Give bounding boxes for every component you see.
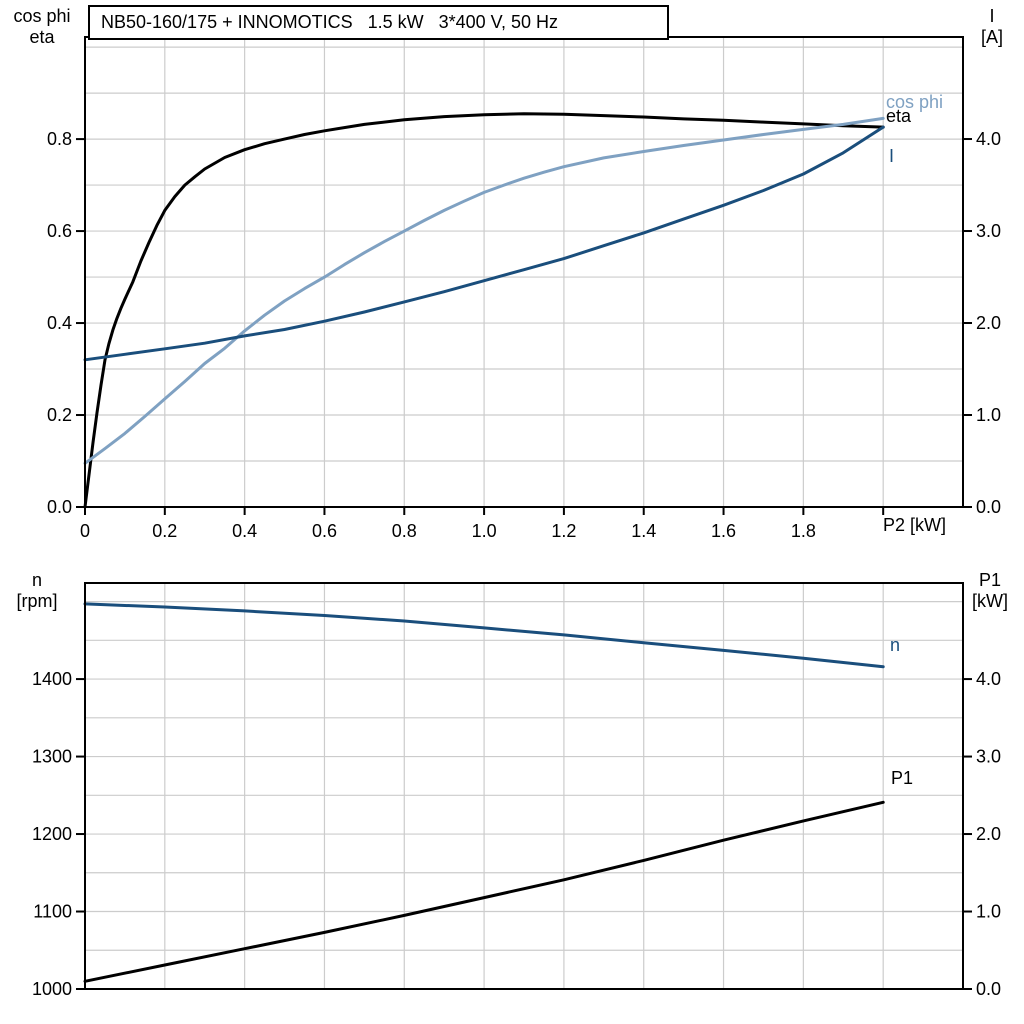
curve-label-cos-phi: cos phi	[886, 92, 944, 112]
svg-text:1000: 1000	[32, 979, 72, 999]
bottom-chart-plot: 1000 1100 1200 1300 1400 0.0 1.0 2.0 3.0 4.0	[32, 582, 1001, 999]
svg-text:1100: 1100	[33, 902, 72, 922]
svg-text:1.0: 1.0	[976, 405, 1001, 425]
svg-text:1200: 1200	[32, 824, 72, 844]
top-chart-plot: 0.0 0.2 0.4 0.6 0.8 0.0 1.0 2.0 3.0 4.0 0 0.2 0.4 0.6…	[47, 36, 1001, 541]
svg-text:0.0: 0.0	[976, 979, 1001, 999]
svg-text:0.6: 0.6	[312, 521, 337, 541]
svg-text:1400: 1400	[32, 669, 72, 689]
svg-text:0.4: 0.4	[47, 313, 72, 333]
left-axis-label-n: n	[31, 570, 42, 590]
svg-text:0.8: 0.8	[47, 129, 72, 149]
right-axis-label-i: I	[989, 6, 995, 26]
right-axis-label-p1: P1	[978, 570, 1002, 590]
x-axis-label-p2: P2 [kW]	[883, 515, 947, 535]
svg-text:2.0: 2.0	[976, 824, 1001, 844]
curve-cos-phi	[83, 116, 885, 465]
grid-lines	[85, 583, 963, 989]
left-axis-label-cosphi: cos phi	[13, 6, 71, 26]
bottom-left-axis-header: n [rpm]	[0, 570, 74, 612]
curve-label-n: n	[890, 635, 901, 655]
svg-text:0.4: 0.4	[232, 521, 257, 541]
svg-text:1.0: 1.0	[472, 521, 497, 541]
svg-text:0.0: 0.0	[976, 497, 1001, 517]
svg-text:2.0: 2.0	[976, 313, 1001, 333]
svg-text:1.4: 1.4	[631, 521, 656, 541]
axis-ticks-and-labels: 0.0 0.2 0.4 0.6 0.8 0.0 1.0 2.0 3.0 4.0 0 0.2 0.4 0.6…	[47, 129, 1001, 541]
bottom-right-axis-header: P1 [kW]	[962, 570, 1018, 612]
axis-ticks-and-labels: 1000 1100 1200 1300 1400 0.0 1.0 2.0 3.0 4.0	[32, 669, 1001, 999]
curve-p1	[83, 800, 885, 983]
svg-text:3.0: 3.0	[976, 747, 1001, 767]
grid-lines	[85, 37, 963, 507]
svg-text:0.2: 0.2	[47, 405, 72, 425]
svg-text:4.0: 4.0	[976, 669, 1001, 689]
chart-title-box: NB50-160/175 + INNOMOTICS 1.5 kW 3*400 V…	[88, 5, 669, 40]
curve-label-current: I	[889, 146, 895, 166]
left-axis-label-eta: eta	[29, 27, 55, 47]
svg-text:1.6: 1.6	[711, 521, 736, 541]
plot-frame	[84, 36, 964, 508]
svg-text:1.0: 1.0	[976, 902, 1001, 922]
chart-title: NB50-160/175 + INNOMOTICS 1.5 kW 3*400 V…	[101, 12, 559, 32]
svg-text:1.8: 1.8	[791, 521, 816, 541]
svg-text:0.8: 0.8	[392, 521, 417, 541]
svg-text:0.0: 0.0	[47, 497, 72, 517]
plot-frame	[84, 582, 964, 990]
svg-text:3.0: 3.0	[976, 221, 1001, 241]
svg-text:1300: 1300	[32, 747, 72, 767]
curve-label-p1: P1	[891, 768, 914, 788]
curve-label-eta: eta	[886, 106, 912, 126]
top-left-axis-header: cos phi eta	[3, 6, 81, 48]
series-curves	[83, 602, 885, 983]
top-right-axis-header: I [A]	[963, 6, 1021, 48]
curve-n	[83, 602, 885, 669]
series-curves	[83, 112, 885, 509]
svg-text:0.6: 0.6	[47, 221, 72, 241]
right-axis-label-unit-a: [A]	[980, 27, 1003, 47]
svg-text:4.0: 4.0	[976, 129, 1001, 149]
svg-text:1.2: 1.2	[551, 521, 576, 541]
curve-eta	[83, 112, 885, 509]
svg-text:0: 0	[80, 521, 90, 541]
svg-text:0.2: 0.2	[152, 521, 177, 541]
curve-i	[83, 125, 885, 362]
left-axis-label-unit-rpm: [rpm]	[16, 591, 58, 611]
right-axis-label-unit-kw: [kW]	[972, 591, 1008, 611]
